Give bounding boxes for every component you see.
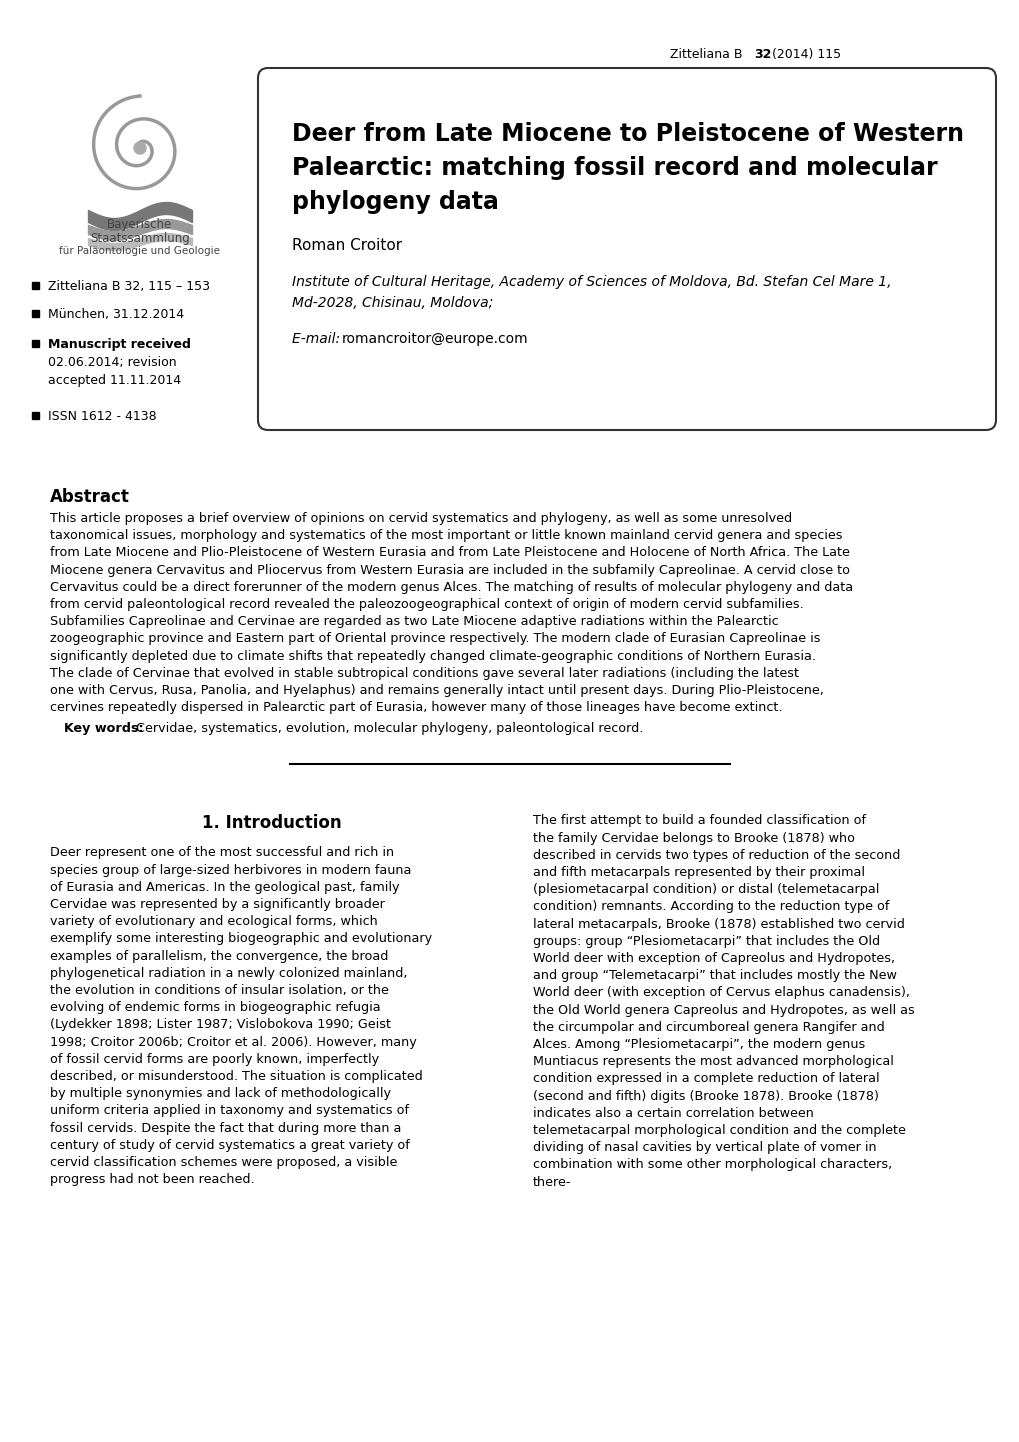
Bar	[32, 283, 39, 288]
Text: Alces. Among “Plesiometacarpi”, the modern genus: Alces. Among “Plesiometacarpi”, the mode…	[533, 1038, 864, 1051]
Text: Staatssammlung: Staatssammlung	[90, 232, 190, 245]
Text: the evolution in conditions of insular isolation, or the: the evolution in conditions of insular i…	[50, 983, 388, 996]
Text: and fifth metacarpals represented by their proximal: and fifth metacarpals represented by the…	[533, 867, 864, 880]
Circle shape	[133, 141, 146, 154]
Text: phylogeny data: phylogeny data	[291, 190, 498, 213]
Text: zoogeographic province and Eastern part of Oriental province respectively. The m: zoogeographic province and Eastern part …	[50, 633, 819, 646]
Text: the Old World genera Capreolus and Hydropotes, as well as: the Old World genera Capreolus and Hydro…	[533, 1004, 914, 1017]
Text: Roman Croitor: Roman Croitor	[291, 238, 401, 252]
Text: by multiple synonymies and lack of methodologically: by multiple synonymies and lack of metho…	[50, 1087, 390, 1100]
Text: (Lydekker 1898; Lister 1987; Vislobokova 1990; Geist: (Lydekker 1898; Lister 1987; Vislobokova…	[50, 1018, 390, 1031]
Text: The first attempt to build a founded classification of: The first attempt to build a founded cla…	[533, 815, 865, 828]
Text: Cervavitus could be a direct forerunner of the modern genus Alces. The matching : Cervavitus could be a direct forerunner …	[50, 581, 852, 594]
Text: Cervidae was represented by a significantly broader: Cervidae was represented by a significan…	[50, 898, 384, 911]
Text: cervid classification schemes were proposed, a visible: cervid classification schemes were propo…	[50, 1156, 397, 1169]
Text: Miocene genera Cervavitus and Pliocervus from Western Eurasia are included in th: Miocene genera Cervavitus and Pliocervus…	[50, 564, 849, 577]
Text: Md-2028, Chisinau, Moldova;: Md-2028, Chisinau, Moldova;	[291, 296, 493, 310]
Text: significantly depleted due to climate shifts that repeatedly changed climate-geo: significantly depleted due to climate sh…	[50, 649, 815, 663]
Text: 1. Introduction: 1. Introduction	[202, 815, 341, 832]
Text: uniform criteria applied in taxonomy and systematics of: uniform criteria applied in taxonomy and…	[50, 1105, 409, 1118]
Text: condition expressed in a complete reduction of lateral: condition expressed in a complete reduct…	[533, 1073, 878, 1086]
Text: Institute of Cultural Heritage, Academy of Sciences of Moldova, Bd. Stefan Cel M: Institute of Cultural Heritage, Academy …	[291, 275, 891, 288]
Bar	[32, 340, 39, 348]
Text: accepted 11.11.2014: accepted 11.11.2014	[48, 373, 181, 386]
Text: (plesiometacarpal condition) or distal (telemetacarpal: (plesiometacarpal condition) or distal (…	[533, 883, 878, 895]
Text: combination with some other morphological characters,: combination with some other morphologica…	[533, 1158, 892, 1171]
Text: groups: group “Plesiometacarpi” that includes the Old: groups: group “Plesiometacarpi” that inc…	[533, 934, 879, 947]
Text: evolving of endemic forms in biogeographic refugia: evolving of endemic forms in biogeograph…	[50, 1001, 380, 1014]
Text: 32: 32	[753, 48, 770, 61]
Text: Zitteliana B: Zitteliana B	[669, 48, 746, 61]
Text: dividing of nasal cavities by vertical plate of vomer in: dividing of nasal cavities by vertical p…	[533, 1141, 875, 1154]
Text: of fossil cervid forms are poorly known, imperfectly: of fossil cervid forms are poorly known,…	[50, 1053, 379, 1066]
Text: Cervidae, systematics, evolution, molecular phylogeny, paleontological record.: Cervidae, systematics, evolution, molecu…	[136, 722, 643, 735]
Text: of Eurasia and Americas. In the geological past, family: of Eurasia and Americas. In the geologic…	[50, 881, 399, 894]
Text: described, or misunderstood. The situation is complicated: described, or misunderstood. The situati…	[50, 1070, 422, 1083]
Text: progress had not been reached.: progress had not been reached.	[50, 1174, 255, 1187]
Text: described in cervids two types of reduction of the second: described in cervids two types of reduct…	[533, 849, 900, 862]
Text: Manuscript received: Manuscript received	[48, 337, 191, 350]
Text: century of study of cervid systematics a great variety of: century of study of cervid systematics a…	[50, 1139, 410, 1152]
Text: one with Cervus, Rusa, Panolia, and Hyelaphus) and remains generally intact unti: one with Cervus, Rusa, Panolia, and Hyel…	[50, 684, 823, 696]
Text: für Paläontologie und Geologie: für Paläontologie und Geologie	[59, 247, 220, 257]
Text: lateral metacarpals, Brooke (1878) established two cervid: lateral metacarpals, Brooke (1878) estab…	[533, 917, 904, 930]
Text: Muntiacus represents the most advanced morphological: Muntiacus represents the most advanced m…	[533, 1056, 893, 1069]
Text: E-mail:: E-mail:	[291, 332, 344, 346]
Text: Abstract: Abstract	[50, 487, 129, 506]
FancyBboxPatch shape	[258, 68, 995, 430]
Bar	[32, 310, 39, 317]
Text: and group “Telemetacarpi” that includes mostly the New: and group “Telemetacarpi” that includes …	[533, 969, 896, 982]
Text: variety of evolutionary and ecological forms, which: variety of evolutionary and ecological f…	[50, 916, 377, 929]
Text: World deer with exception of Capreolus and Hydropotes,: World deer with exception of Capreolus a…	[533, 952, 895, 965]
Text: species group of large-sized herbivores in modern fauna: species group of large-sized herbivores …	[50, 864, 411, 877]
Text: World deer (with exception of Cervus elaphus canadensis),: World deer (with exception of Cervus ela…	[533, 986, 909, 999]
Text: romancroitor@europe.com: romancroitor@europe.com	[341, 332, 528, 346]
Text: ISSN 1612 - 4138: ISSN 1612 - 4138	[48, 410, 157, 423]
Text: exemplify some interesting biogeographic and evolutionary: exemplify some interesting biogeographic…	[50, 933, 432, 946]
Text: taxonomical issues, morphology and systematics of the most important or little k: taxonomical issues, morphology and syste…	[50, 529, 842, 542]
Text: Palearctic: matching fossil record and molecular: Palearctic: matching fossil record and m…	[291, 156, 936, 180]
Text: the family Cervidae belongs to Brooke (1878) who: the family Cervidae belongs to Brooke (1…	[533, 832, 854, 845]
Text: the circumpolar and circumboreal genera Rangifer and: the circumpolar and circumboreal genera …	[533, 1021, 883, 1034]
Text: Deer represent one of the most successful and rich in: Deer represent one of the most successfu…	[50, 846, 393, 859]
Text: phylogenetical radiation in a newly colonized mainland,: phylogenetical radiation in a newly colo…	[50, 966, 408, 979]
Text: condition) remnants. According to the reduction type of: condition) remnants. According to the re…	[533, 900, 889, 913]
Text: Key words:: Key words:	[64, 722, 148, 735]
Text: telemetacarpal morphological condition and the complete: telemetacarpal morphological condition a…	[533, 1123, 905, 1136]
Text: from cervid paleontological record revealed the paleozoogeographical context of : from cervid paleontological record revea…	[50, 598, 803, 611]
Text: (2014) 115: (2014) 115	[767, 48, 841, 61]
Text: 1998; Croitor 2006b; Croitor et al. 2006). However, many: 1998; Croitor 2006b; Croitor et al. 2006…	[50, 1035, 417, 1048]
Text: München, 31.12.2014: München, 31.12.2014	[48, 309, 184, 322]
Text: Bayerische: Bayerische	[107, 218, 172, 231]
Text: fossil cervids. Despite the fact that during more than a: fossil cervids. Despite the fact that du…	[50, 1122, 401, 1135]
Text: examples of parallelism, the convergence, the broad: examples of parallelism, the convergence…	[50, 950, 388, 963]
Text: 02.06.2014; revision: 02.06.2014; revision	[48, 356, 176, 369]
Text: Subfamilies Capreolinae and Cervinae are regarded as two Late Miocene adaptive r: Subfamilies Capreolinae and Cervinae are…	[50, 616, 777, 629]
Bar	[32, 412, 39, 420]
Text: Zitteliana B 32, 115 – 153: Zitteliana B 32, 115 – 153	[48, 280, 210, 293]
Text: indicates also a certain correlation between: indicates also a certain correlation bet…	[533, 1107, 813, 1120]
Text: from Late Miocene and Plio-Pleistocene of Western Eurasia and from Late Pleistoc: from Late Miocene and Plio-Pleistocene o…	[50, 547, 849, 559]
Text: Deer from Late Miocene to Pleistocene of Western: Deer from Late Miocene to Pleistocene of…	[291, 123, 963, 146]
Text: cervines repeatedly dispersed in Palearctic part of Eurasia, however many of tho: cervines repeatedly dispersed in Palearc…	[50, 701, 782, 714]
Text: (second and fifth) digits (Brooke 1878). Brooke (1878): (second and fifth) digits (Brooke 1878).…	[533, 1090, 878, 1103]
Text: This article proposes a brief overview of opinions on cervid systematics and phy: This article proposes a brief overview o…	[50, 512, 792, 525]
Text: The clade of Cervinae that evolved in stable subtropical conditions gave several: The clade of Cervinae that evolved in st…	[50, 666, 798, 679]
Text: there-: there-	[533, 1175, 571, 1188]
